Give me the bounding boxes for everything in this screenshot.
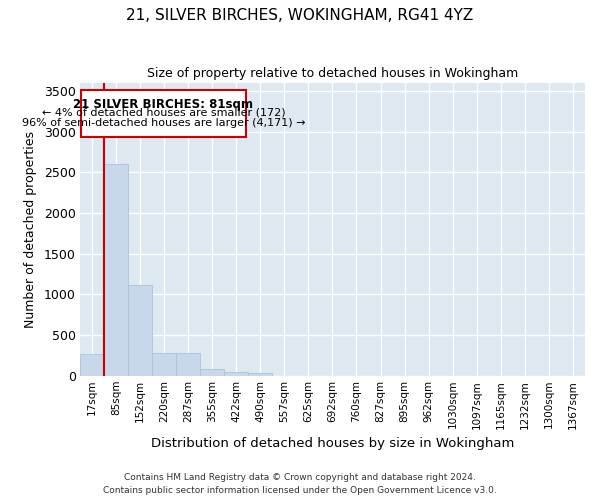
Bar xyxy=(104,164,128,376)
Text: 21 SILVER BIRCHES: 81sqm: 21 SILVER BIRCHES: 81sqm xyxy=(73,98,253,110)
Text: 96% of semi-detached houses are larger (4,171) →: 96% of semi-detached houses are larger (… xyxy=(22,118,305,128)
Bar xyxy=(224,372,248,376)
Text: Contains HM Land Registry data © Crown copyright and database right 2024.
Contai: Contains HM Land Registry data © Crown c… xyxy=(103,473,497,495)
Y-axis label: Number of detached properties: Number of detached properties xyxy=(24,131,37,328)
Bar xyxy=(152,353,176,376)
Bar xyxy=(248,373,272,376)
Bar xyxy=(200,369,224,376)
X-axis label: Distribution of detached houses by size in Wokingham: Distribution of detached houses by size … xyxy=(151,437,514,450)
Title: Size of property relative to detached houses in Wokingham: Size of property relative to detached ho… xyxy=(147,68,518,80)
Bar xyxy=(128,284,152,376)
Text: 21, SILVER BIRCHES, WOKINGHAM, RG41 4YZ: 21, SILVER BIRCHES, WOKINGHAM, RG41 4YZ xyxy=(127,8,473,22)
Bar xyxy=(81,90,246,136)
Bar xyxy=(80,354,104,376)
Text: ← 4% of detached houses are smaller (172): ← 4% of detached houses are smaller (172… xyxy=(41,108,285,118)
Bar xyxy=(176,353,200,376)
